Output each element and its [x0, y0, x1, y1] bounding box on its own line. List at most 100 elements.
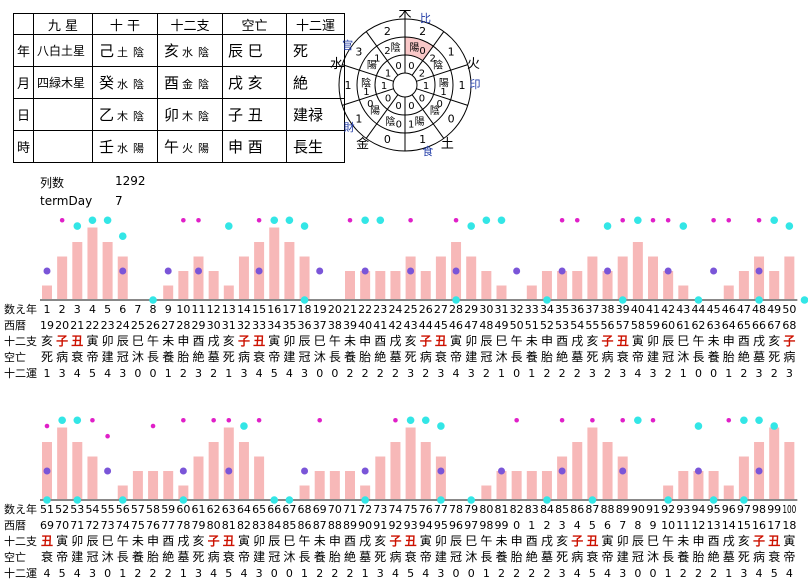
bar: [375, 456, 386, 500]
age-label: 43: [676, 303, 690, 316]
bar: [238, 256, 249, 300]
bar: [587, 256, 598, 300]
mid-dot: [558, 267, 566, 275]
year-label: 42: [388, 319, 402, 332]
count-label: 3: [256, 567, 263, 580]
zodiac-label: 申: [723, 334, 735, 348]
count-label: 1: [225, 367, 232, 380]
year-label: 71: [70, 519, 84, 532]
zodiac-label: 丑: [223, 534, 235, 548]
bar: [375, 271, 386, 300]
bar: [663, 271, 674, 300]
year-label: 31: [222, 319, 236, 332]
year-label: 36: [298, 319, 312, 332]
unsei-label: 死: [223, 350, 235, 364]
top-dot: [770, 216, 778, 225]
bar: [390, 442, 401, 500]
age-label: 84: [540, 503, 554, 516]
wheel-divider: [342, 88, 394, 106]
unsei-label: 衰: [71, 349, 83, 364]
columns-label: 列数: [40, 176, 65, 190]
zodiac-label: 戌: [541, 534, 553, 548]
base-dot: [543, 296, 551, 304]
year-label: 10: [661, 519, 675, 532]
age-label: 17: [282, 303, 296, 316]
kubo-cell: 戌 亥: [222, 66, 287, 99]
columns-stat: 列数 1292: [40, 174, 146, 191]
top-dot: [300, 222, 309, 230]
ring-count: 2: [429, 54, 435, 65]
age-label: 72: [358, 503, 372, 516]
count-label: 2: [377, 367, 384, 380]
kan-element: 土: [117, 46, 129, 59]
unsei-label: 長: [692, 350, 704, 364]
row-label: 空亡: [4, 350, 26, 364]
year-label: 82: [237, 519, 251, 532]
year-label: 69: [40, 519, 54, 532]
kan-char: 乙: [99, 106, 115, 124]
year-label: 78: [176, 519, 190, 532]
mid-dot: [619, 467, 627, 475]
bar: [723, 285, 734, 300]
age-label: 44: [691, 303, 705, 316]
bar: [738, 271, 749, 300]
unsei-label: 沐: [314, 350, 326, 364]
zodiac-label: 酉: [192, 334, 204, 348]
age-label: 51: [40, 503, 54, 516]
age-label: 26: [419, 303, 433, 316]
zodiac-label: 寅: [602, 533, 614, 548]
age-label: 66: [267, 503, 281, 516]
core-count: 0: [395, 101, 401, 112]
top-dot: [437, 422, 445, 430]
unsei-label: 衰: [405, 549, 417, 564]
wheel-divider: [365, 94, 399, 139]
year-label: 14: [722, 519, 736, 532]
count-label: 5: [89, 367, 96, 380]
bar: [284, 242, 295, 300]
bar: [193, 456, 204, 500]
age-label: 86: [570, 503, 584, 516]
age-label: 79: [464, 503, 478, 516]
kan-yinyang: 陰: [133, 110, 145, 123]
age-label: 7: [134, 303, 141, 316]
bar: [314, 471, 325, 500]
core-count: 0: [419, 93, 425, 104]
core-count: 0: [408, 101, 414, 112]
bar: [163, 285, 174, 300]
shi-element: 火: [182, 142, 194, 155]
zodiac-label: 辰: [299, 334, 311, 348]
year-label: 76: [146, 519, 160, 532]
highlight-sector: [405, 37, 434, 61]
termday-value: 7: [115, 194, 123, 208]
header-kubo: 空亡: [222, 13, 287, 35]
zodiac-label: 丑: [253, 334, 265, 348]
kubo-cell: 子 丑: [222, 98, 287, 131]
bar: [254, 456, 265, 500]
count-label: 2: [740, 367, 747, 380]
year-label: 28: [176, 319, 190, 332]
age-label: 50: [782, 303, 796, 316]
top-dot: [73, 416, 82, 425]
age-label: 40: [631, 303, 645, 316]
row-label: 数え年: [4, 502, 37, 516]
base-dot: [43, 496, 51, 504]
year-label: 86: [298, 519, 312, 532]
year-label: 87: [313, 519, 327, 532]
year-label: 1: [528, 519, 535, 532]
zodiac-label: 丑: [405, 534, 417, 548]
count-label: 2: [165, 567, 172, 580]
top-dot: [756, 217, 762, 223]
bar: [466, 256, 477, 300]
base-dot: [179, 496, 188, 504]
zodiac-label: 子: [238, 334, 250, 348]
age-label: 63: [222, 503, 236, 516]
unsei-label: 胎: [177, 350, 189, 364]
year-label: 62: [691, 319, 705, 332]
top-dot: [44, 423, 50, 429]
unsei-label: 帝: [602, 549, 614, 564]
unsei-label: 帝: [632, 349, 644, 364]
zodiac-label: 卯: [617, 534, 629, 548]
zodiac-label: 午: [299, 534, 311, 548]
age-label: 46: [722, 303, 736, 316]
